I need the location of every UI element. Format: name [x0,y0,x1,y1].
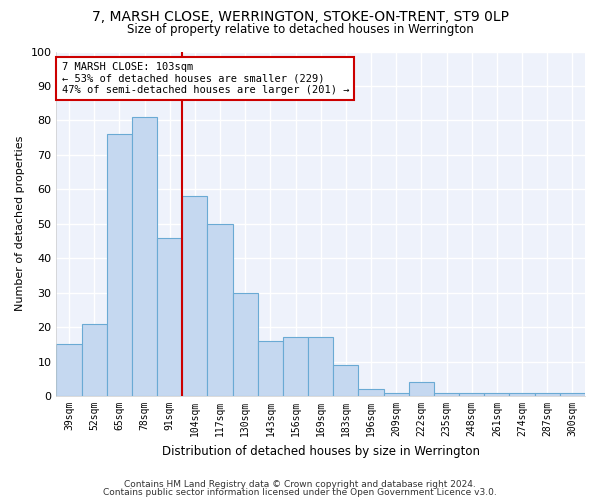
Bar [383,392,409,396]
Bar [283,338,308,396]
Bar [535,392,560,396]
Bar [409,382,434,396]
Bar [333,365,358,396]
Bar [233,292,258,396]
Text: Contains HM Land Registry data © Crown copyright and database right 2024.: Contains HM Land Registry data © Crown c… [124,480,476,489]
Text: 7 MARSH CLOSE: 103sqm
← 53% of detached houses are smaller (229)
47% of semi-det: 7 MARSH CLOSE: 103sqm ← 53% of detached … [62,62,349,95]
Bar [484,392,509,396]
Text: 7, MARSH CLOSE, WERRINGTON, STOKE-ON-TRENT, ST9 0LP: 7, MARSH CLOSE, WERRINGTON, STOKE-ON-TRE… [91,10,509,24]
Bar [434,392,459,396]
X-axis label: Distribution of detached houses by size in Werrington: Distribution of detached houses by size … [162,444,480,458]
Text: Contains public sector information licensed under the Open Government Licence v3: Contains public sector information licen… [103,488,497,497]
Bar [56,344,82,396]
Bar [208,224,233,396]
Bar [509,392,535,396]
Bar [107,134,132,396]
Bar [132,117,157,396]
Bar [82,324,107,396]
Y-axis label: Number of detached properties: Number of detached properties [15,136,25,312]
Bar [157,238,182,396]
Bar [182,196,208,396]
Bar [358,389,383,396]
Bar [258,341,283,396]
Text: Size of property relative to detached houses in Werrington: Size of property relative to detached ho… [127,22,473,36]
Bar [308,338,333,396]
Bar [459,392,484,396]
Bar [560,392,585,396]
